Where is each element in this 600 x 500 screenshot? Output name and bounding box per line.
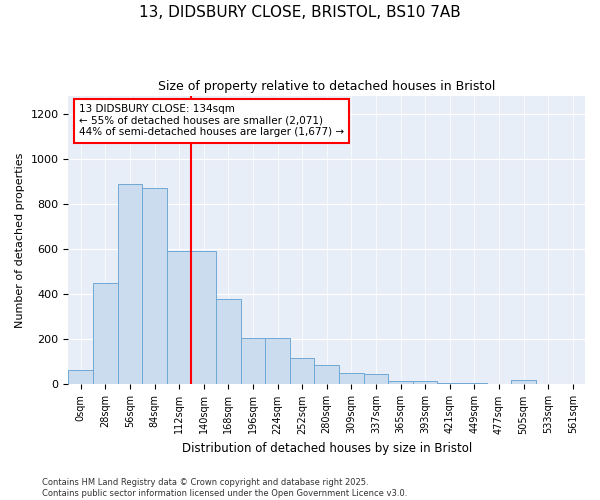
Bar <box>314 366 339 384</box>
Bar <box>388 381 413 384</box>
Bar <box>339 373 364 384</box>
Bar <box>413 381 437 384</box>
Text: Contains HM Land Registry data © Crown copyright and database right 2025.
Contai: Contains HM Land Registry data © Crown c… <box>42 478 407 498</box>
Bar <box>241 338 265 384</box>
Bar <box>142 188 167 384</box>
Bar <box>191 252 216 384</box>
Text: 13 DIDSBURY CLOSE: 134sqm
← 55% of detached houses are smaller (2,071)
44% of se: 13 DIDSBURY CLOSE: 134sqm ← 55% of detac… <box>79 104 344 138</box>
Y-axis label: Number of detached properties: Number of detached properties <box>15 152 25 328</box>
Bar <box>216 298 241 384</box>
Bar <box>167 252 191 384</box>
Bar <box>118 184 142 384</box>
Title: Size of property relative to detached houses in Bristol: Size of property relative to detached ho… <box>158 80 496 93</box>
Text: 13, DIDSBURY CLOSE, BRISTOL, BS10 7AB: 13, DIDSBURY CLOSE, BRISTOL, BS10 7AB <box>139 5 461 20</box>
Bar <box>93 283 118 384</box>
Bar <box>68 370 93 384</box>
Bar <box>364 374 388 384</box>
Bar <box>290 358 314 384</box>
Bar <box>511 380 536 384</box>
X-axis label: Distribution of detached houses by size in Bristol: Distribution of detached houses by size … <box>182 442 472 455</box>
Bar <box>265 338 290 384</box>
